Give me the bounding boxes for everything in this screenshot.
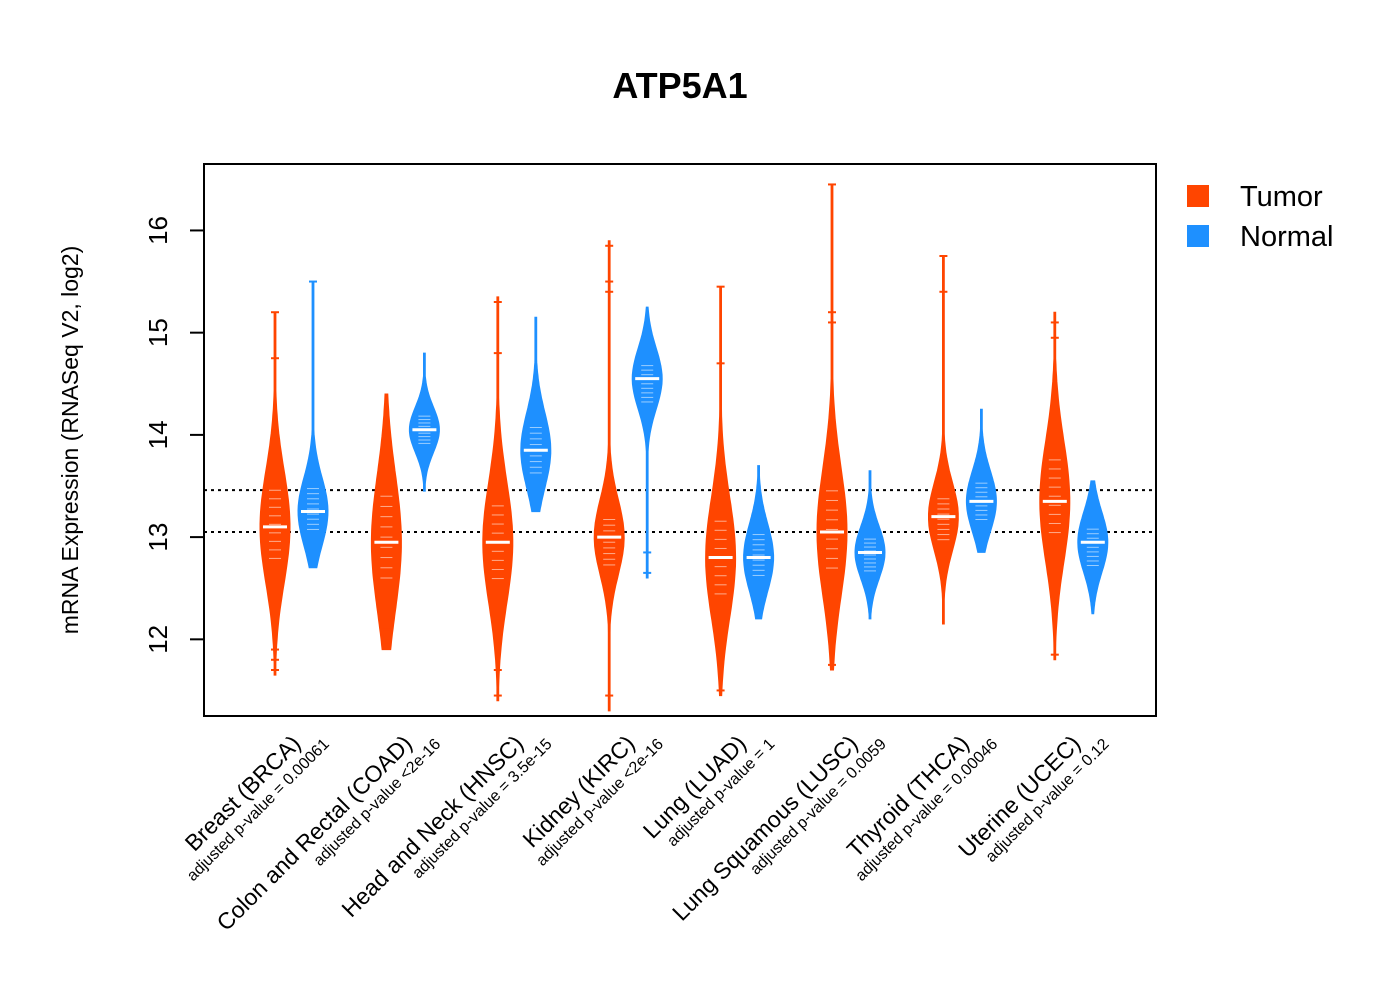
violin-tumor-0 <box>259 311 291 676</box>
legend-swatch-tumor <box>1187 185 1209 207</box>
violin-tumor-6 <box>928 255 959 625</box>
legend-swatch-normal <box>1187 225 1209 247</box>
violin-tumor-3 <box>593 240 625 712</box>
violin-normal-2 <box>520 316 552 513</box>
violin-normal-1 <box>408 352 440 492</box>
violin-normal-6 <box>965 408 997 553</box>
category-label-7: Uterine (UCEC) <box>953 730 1085 862</box>
x-axis-labels: Breast (BRCA)adjusted p-value = 0.00061C… <box>180 730 1113 935</box>
legend-label-tumor: Tumor <box>1240 181 1323 213</box>
violin-tumor-7 <box>1039 311 1071 661</box>
chart-title: ATP5A1 <box>612 65 747 106</box>
violin-tumor-1 <box>370 393 402 651</box>
y-axis: 12 13 14 15 16 <box>143 216 204 654</box>
y-tick-label-16: 16 <box>143 216 173 245</box>
y-axis-label: mRNA Expression (RNASeq V2, log2) <box>57 246 83 635</box>
y-tick-label-13: 13 <box>143 523 173 552</box>
y-tick-label-15: 15 <box>143 318 173 347</box>
violin-tumor-5 <box>816 183 848 671</box>
reference-lines <box>204 489 1156 533</box>
violin-tumor-2 <box>482 296 514 702</box>
violin-tumor-4 <box>705 286 737 697</box>
violin-normal-5 <box>854 470 886 620</box>
y-tick-label-14: 14 <box>143 420 173 449</box>
legend: Tumor Normal <box>1187 181 1333 253</box>
y-tick-label-12: 12 <box>143 625 173 654</box>
legend-label-normal: Normal <box>1240 221 1333 253</box>
violin-normal-0 <box>297 281 329 569</box>
violin-normal-3 <box>631 306 663 579</box>
violin-normal-4 <box>743 465 775 620</box>
plot-frame <box>203 163 1157 717</box>
violins <box>259 183 1109 712</box>
